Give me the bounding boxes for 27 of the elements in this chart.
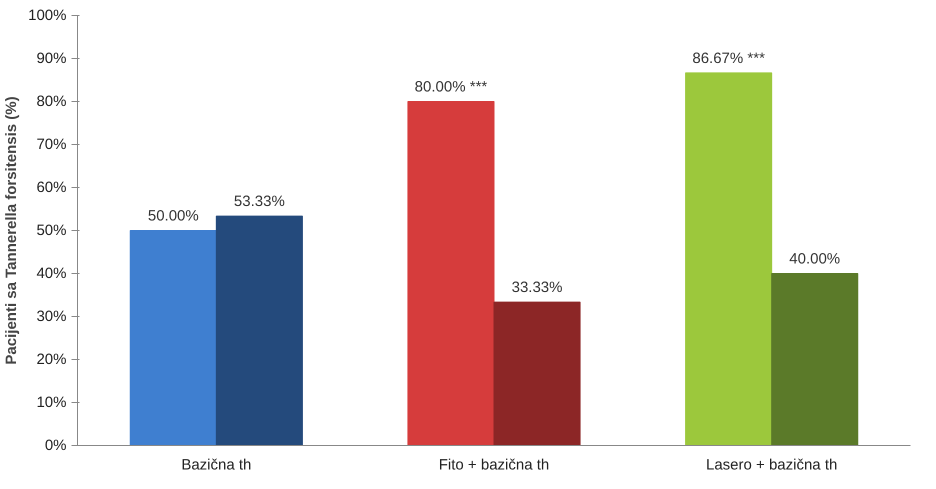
y-tick-label: 30% xyxy=(36,308,67,325)
y-tick-label: 60% xyxy=(36,179,67,196)
bar xyxy=(494,302,581,446)
data-label: 40.00% xyxy=(789,250,840,268)
x-tick-label: Lasero + bazična th xyxy=(706,456,838,474)
y-tick-label: 20% xyxy=(36,351,67,368)
y-tick-label: 50% xyxy=(36,222,67,239)
bar xyxy=(685,72,772,446)
x-tick-label: Fito + bazična th xyxy=(438,456,550,474)
bar xyxy=(771,273,858,446)
data-label: 53.33% xyxy=(234,193,285,210)
y-tick-label: 100% xyxy=(28,7,67,24)
x-tick-label: Bazična th xyxy=(181,456,252,474)
data-label: 50.00% xyxy=(148,208,199,224)
data-label: 33.33% xyxy=(512,279,562,296)
y-tick-label: 40% xyxy=(36,265,67,282)
bar xyxy=(407,101,494,446)
y-tick-label: 90% xyxy=(36,50,67,67)
data-label: 80.00% *** xyxy=(414,78,488,96)
y-tick-label: 80% xyxy=(36,93,67,110)
y-tick-label: 70% xyxy=(36,136,67,153)
y-tick-label: 10% xyxy=(36,394,67,411)
data-label: 86.67% *** xyxy=(692,50,766,67)
bar xyxy=(216,216,303,446)
y-tick-label: 0% xyxy=(44,437,67,454)
y-axis-title: Pacijenti sa Tannerella forsitensis (%) xyxy=(3,96,20,365)
bar xyxy=(130,230,217,446)
